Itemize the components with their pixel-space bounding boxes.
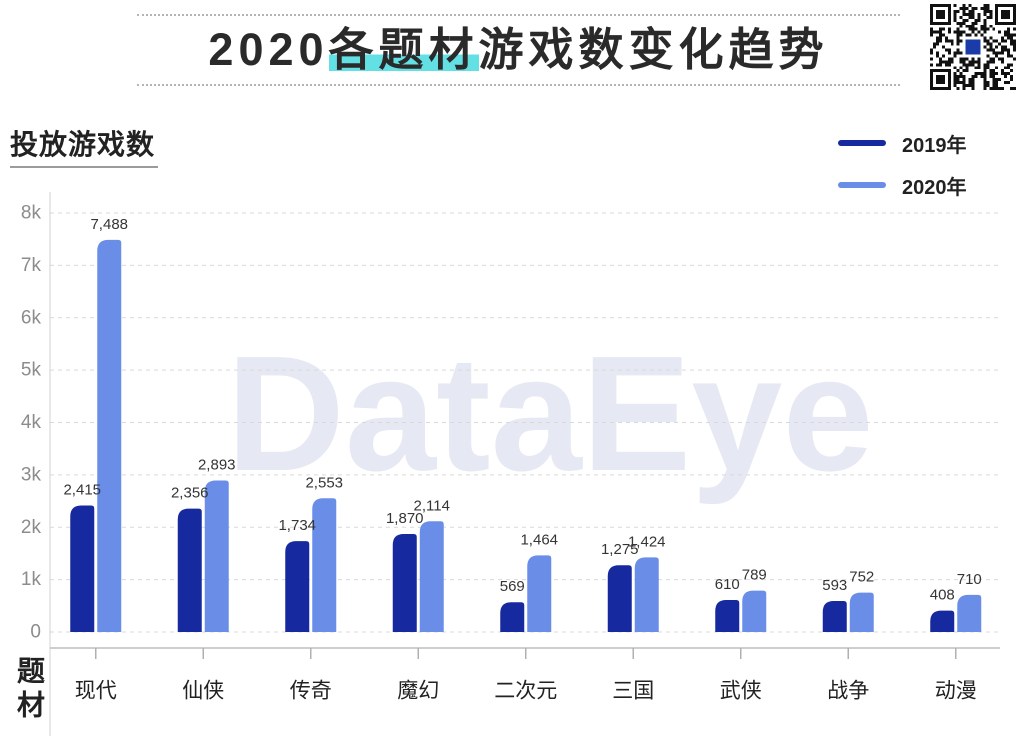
gridlines	[50, 212, 1000, 633]
bar-series-2-category-7	[742, 590, 767, 632]
data-label-series-2-category-8: 752	[849, 569, 874, 586]
data-label-series-1-category-1: 2,415	[63, 482, 101, 499]
y-tick-label: 2k	[21, 517, 42, 538]
data-label-series-2-category-1: 7,488	[90, 216, 128, 233]
bar-series-2-category-1	[97, 239, 122, 633]
data-label-series-1-category-6: 1,275	[601, 541, 639, 558]
x-category-label: 三国	[612, 680, 654, 703]
data-label-series-2-category-3: 2,553	[305, 474, 343, 491]
x-category-label: 动漫	[935, 680, 977, 703]
data-label-series-1-category-4: 1,870	[386, 510, 424, 527]
data-label-series-1-category-5: 569	[500, 578, 525, 595]
x-category-label: 现代	[75, 680, 117, 703]
x-axis-label: 题材	[14, 656, 45, 724]
data-label-series-1-category-3: 1,734	[278, 517, 316, 534]
legend-label-2019: 2019年	[902, 134, 967, 157]
legend-item-2020: 2020年	[838, 171, 967, 199]
legend-label-2020: 2020年	[902, 176, 967, 199]
data-label-series-2-category-7: 789	[742, 567, 767, 584]
bar-series-1-category-5	[500, 602, 525, 632]
data-labels: 2,415 7,488 2,356 2,893 1,734 2,553 1,8702,114…	[63, 216, 981, 604]
bar-series-1-category-1	[70, 505, 95, 632]
bar-series-2-category-6	[634, 557, 659, 632]
title-lead: 2020	[208, 24, 329, 75]
x-category-label: 二次元	[494, 680, 557, 703]
title-rule-top	[137, 14, 900, 16]
data-label-series-1-category-9: 408	[930, 587, 955, 604]
bars	[70, 239, 982, 633]
bar-series-1-category-2	[177, 508, 202, 632]
legend-swatch-2019	[838, 140, 886, 146]
data-label-series-2-category-5: 1,464	[520, 531, 558, 548]
bar-series-2-category-4	[419, 521, 444, 632]
bar-series-2-category-3	[312, 498, 337, 632]
x-category-label: 魔幻	[397, 680, 439, 703]
bar-series-2-category-5	[527, 555, 552, 632]
bar-series-2-category-8	[849, 592, 874, 632]
bar-series-1-category-4	[392, 534, 417, 632]
legend-item-2019: 2019年	[838, 129, 967, 157]
y-axis-label: 投放游戏数	[10, 129, 156, 160]
page-title: 2020各题材游戏数变化趋势	[120, 21, 917, 79]
y-tick-label: 1k	[21, 569, 42, 590]
data-label-series-2-category-6: 1,424	[628, 533, 666, 550]
qr-modules	[930, 4, 1016, 90]
title-rule-bottom	[137, 84, 900, 86]
bar-series-1-category-6	[607, 565, 632, 632]
y-tick-label: 3k	[21, 464, 42, 485]
y-tick-label: 0	[30, 622, 41, 643]
bar-series-1-category-7	[715, 600, 740, 632]
bar-series-1-category-8	[822, 600, 847, 632]
x-category-label: 仙侠	[182, 680, 224, 703]
y-tick-label: 4k	[21, 412, 42, 433]
data-label-series-1-category-7: 610	[715, 576, 740, 593]
qr-code	[930, 4, 1016, 90]
bar-series-2-category-2	[204, 480, 229, 632]
x-category-label: 传奇	[290, 680, 332, 703]
title-tail: 游戏数变化趋势	[478, 24, 829, 75]
bar-series-1-category-3	[285, 541, 310, 632]
title-highlight: 各题材	[328, 24, 479, 75]
data-label-series-2-category-9: 710	[957, 571, 982, 588]
x-category-label: 武侠	[720, 680, 762, 703]
y-axis-label-underline	[10, 166, 158, 168]
x-category-label: 战争	[827, 680, 869, 703]
data-label-series-2-category-4: 2,114	[414, 497, 450, 514]
qr-finder-core	[935, 75, 945, 85]
qr-logo	[965, 39, 981, 55]
legend-swatch-2020	[838, 182, 886, 188]
qr-finder-core	[935, 9, 945, 19]
axes: 0 1k 2k 3k 4k 5k 6k 7k 8k 现代 仙侠 传奇 魔幻 二次元 三国 武侠 战争 动漫	[21, 192, 1000, 736]
y-tick-label: 5k	[21, 360, 42, 381]
data-label-series-1-category-8: 593	[822, 577, 847, 594]
y-tick-label: 7k	[21, 255, 42, 276]
bar-series-2-category-9	[957, 594, 982, 632]
data-label-series-2-category-2: 2,893	[198, 456, 236, 473]
bar-series-1-category-9	[930, 610, 955, 632]
y-tick-label: 6k	[21, 307, 42, 328]
y-tick-label: 8k	[21, 203, 42, 224]
data-label-series-1-category-2: 2,356	[171, 485, 209, 502]
qr-finder-core	[1001, 9, 1011, 19]
